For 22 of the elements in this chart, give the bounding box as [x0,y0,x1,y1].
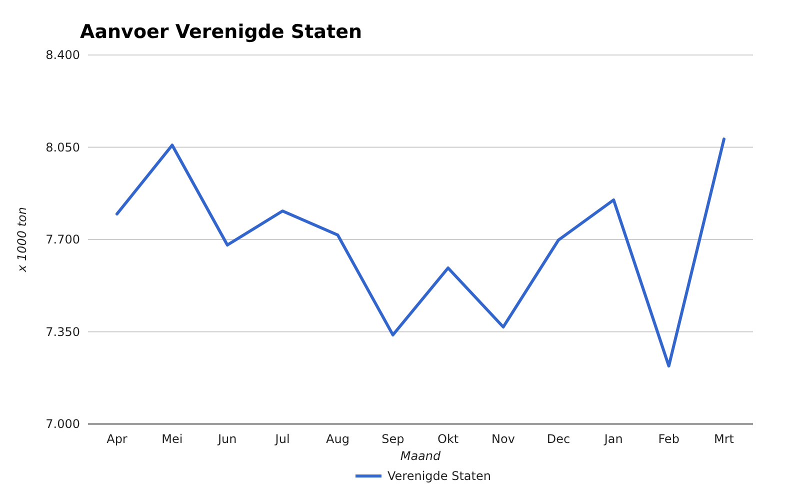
y-axis-title: x 1000 ton [15,207,29,273]
y-tick-label: 8.050 [46,140,80,154]
line-series [116,138,726,368]
legend-label: Verenigde Staten [388,469,491,484]
x-tick-label: Feb [658,432,680,446]
x-tick-label: Apr [106,432,128,446]
x-tick-label: Jun [216,432,237,446]
x-tick-label: Aug [326,432,350,446]
x-tick-label: Jul [274,432,290,446]
y-tick-label: 7.350 [46,324,80,339]
y-tick-label: 8.400 [46,48,80,62]
x-tick-label: Okt [438,432,459,446]
x-tick-label: Dec [546,432,570,446]
x-axis-title: Maand [400,449,442,463]
x-tick-label: Mei [162,432,183,446]
chart-title: Aanvoer Verenigde Staten [80,21,362,43]
x-tick-label: Sep [382,432,404,446]
x-tick-label: Mrt [714,432,734,446]
y-tick-label: 7.700 [46,232,80,247]
x-tick-label: Jan [603,432,623,446]
y-tick-label: 7.000 [46,417,80,432]
x-tick-label: Nov [492,432,515,446]
